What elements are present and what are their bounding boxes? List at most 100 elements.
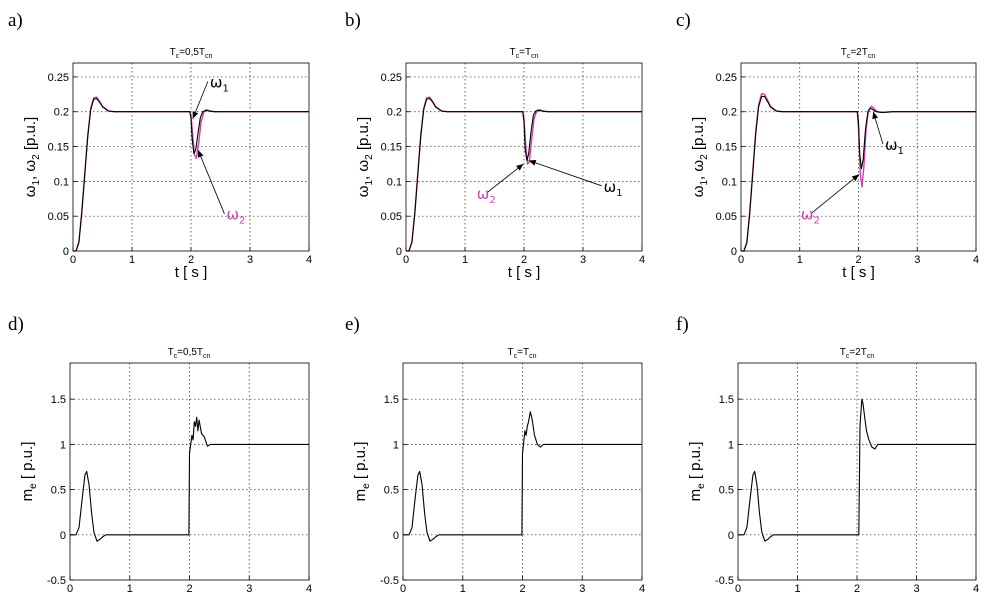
- x-tick-label: 1: [794, 583, 800, 592]
- x-tick-label: 3: [247, 254, 253, 266]
- series-annotation: ω2: [477, 185, 496, 206]
- x-tick-label: 0: [735, 583, 741, 592]
- x-tick-label: 3: [913, 583, 919, 592]
- x-tick-label: 4: [306, 583, 312, 592]
- y-tick-label: 0.1: [54, 176, 69, 188]
- y-tick-label: 1.5: [51, 394, 66, 406]
- x-tick-label: 1: [127, 583, 133, 592]
- series-line-omega1: [73, 97, 309, 252]
- chart-title: Tc=Tcn: [510, 47, 539, 60]
- y-tick-label: 0: [60, 530, 66, 542]
- x-tick-label: 4: [639, 583, 645, 592]
- x-tick-label: 2: [519, 583, 525, 592]
- y-tick-label: -0.5: [380, 575, 399, 587]
- y-tick-label: 0.25: [48, 72, 69, 84]
- series-line-me: [70, 416, 309, 542]
- y-tick-label: 1: [728, 439, 734, 451]
- annotation-arrowhead: [528, 159, 537, 166]
- x-tick-label: 1: [797, 254, 803, 266]
- x-tick-label: 0: [70, 254, 76, 266]
- series-line-omega1: [741, 95, 976, 252]
- x-tick-label: 4: [973, 254, 979, 266]
- series-annotation: ω1: [885, 136, 904, 157]
- x-tick-label: 3: [246, 583, 252, 592]
- y-tick-label: 0.2: [54, 107, 69, 119]
- annotation-arrow-line: [810, 174, 860, 214]
- series-line-me: [403, 411, 642, 542]
- x-tick-label: 4: [973, 583, 979, 592]
- annotation-arrowhead: [192, 111, 199, 119]
- x-tick-label: 1: [462, 254, 468, 266]
- y-tick-label: 1: [393, 439, 399, 451]
- panel-letter: e): [345, 314, 360, 335]
- y-tick-label: 0.25: [381, 72, 402, 84]
- y-axis-label: me [ p.u.]: [352, 442, 372, 502]
- y-tick-label: 0: [396, 246, 402, 258]
- x-tick-label: 3: [580, 254, 586, 266]
- annotation-arrow-line: [486, 163, 524, 194]
- x-axis-label: t [ s ]: [842, 264, 875, 281]
- y-tick-label: 0.5: [719, 485, 734, 497]
- series-annotation: ω2: [801, 206, 820, 227]
- series-line-omega1: [406, 97, 642, 252]
- panel-letter: b): [345, 10, 361, 31]
- chart-title: Tc=2Tcn: [841, 47, 876, 60]
- y-tick-label: 0.15: [48, 142, 69, 154]
- x-axis-label: t [ s ]: [508, 264, 541, 281]
- x-tick-label: 2: [186, 583, 192, 592]
- series-annotation: ω2: [226, 206, 245, 227]
- x-tick-label: 0: [67, 583, 73, 592]
- y-tick-label: 0.1: [387, 176, 402, 188]
- x-tick-label: 2: [521, 254, 527, 266]
- y-tick-label: 0.25: [716, 72, 737, 84]
- panel-letter: f): [676, 314, 689, 335]
- y-tick-label: 0.1: [722, 176, 737, 188]
- x-tick-label: 2: [188, 254, 194, 266]
- y-axis-label: me [ p.u.]: [687, 442, 707, 502]
- x-axis-label: t [ s ]: [175, 264, 208, 281]
- annotation-arrow-line: [528, 160, 602, 187]
- x-tick-label: 4: [306, 254, 312, 266]
- x-tick-label: 3: [579, 583, 585, 592]
- y-tick-label: 1.5: [719, 394, 734, 406]
- chart-panel-2: b) Tc=Tcn 0 1 2 3 4 0 0.05 0.1 0.15 0.2 0.25 t [ s ] ω…: [345, 10, 645, 281]
- series-annotation: ω1: [210, 73, 229, 94]
- x-tick-label: 1: [460, 583, 466, 592]
- annotation-arrowhead: [872, 111, 879, 120]
- y-tick-label: 0: [393, 530, 399, 542]
- x-tick-label: 4: [639, 254, 645, 266]
- annotation-arrowhead: [516, 163, 524, 171]
- y-tick-label: 0.15: [716, 142, 737, 154]
- annotation-arrow-line: [197, 149, 225, 214]
- y-tick-label: 0.5: [384, 485, 399, 497]
- y-axis-label: me [ p.u.]: [19, 442, 39, 502]
- y-tick-label: 0.2: [387, 107, 402, 119]
- chart-title: Tc=2Tcn: [840, 347, 875, 360]
- x-tick-label: 3: [914, 254, 920, 266]
- chart-panel-1: a) Tc=0,5Tcn 0 1 2 3 4 0 0.05 0.1 0.15 0.2 0.25 t [ s…: [8, 10, 312, 281]
- y-tick-label: 0.05: [716, 211, 737, 223]
- panel-letter: a): [8, 10, 23, 31]
- x-tick-label: 0: [400, 583, 406, 592]
- y-tick-label: 0.15: [381, 142, 402, 154]
- y-tick-label: -0.5: [47, 575, 66, 587]
- panel-letter: c): [676, 10, 691, 31]
- y-axis-label: ω1, ω2 [p.u.]: [22, 117, 42, 197]
- y-tick-label: 0: [63, 246, 69, 258]
- y-axis-label: ω1, ω2 [p.u.]: [690, 117, 710, 197]
- y-tick-label: 0.2: [722, 107, 737, 119]
- x-tick-label: 0: [738, 254, 744, 266]
- y-tick-label: 1: [60, 439, 66, 451]
- annotation-arrowhead: [851, 174, 860, 182]
- y-tick-label: 1.5: [384, 394, 399, 406]
- x-tick-label: 0: [403, 254, 409, 266]
- series-annotation: ω1: [604, 178, 623, 199]
- series-line-me: [738, 398, 976, 542]
- chart-title: Tc=0,5Tcn: [170, 47, 213, 60]
- panel-letter: d): [8, 314, 24, 335]
- y-axis-label: ω1, ω2 [p.u.]: [355, 117, 375, 197]
